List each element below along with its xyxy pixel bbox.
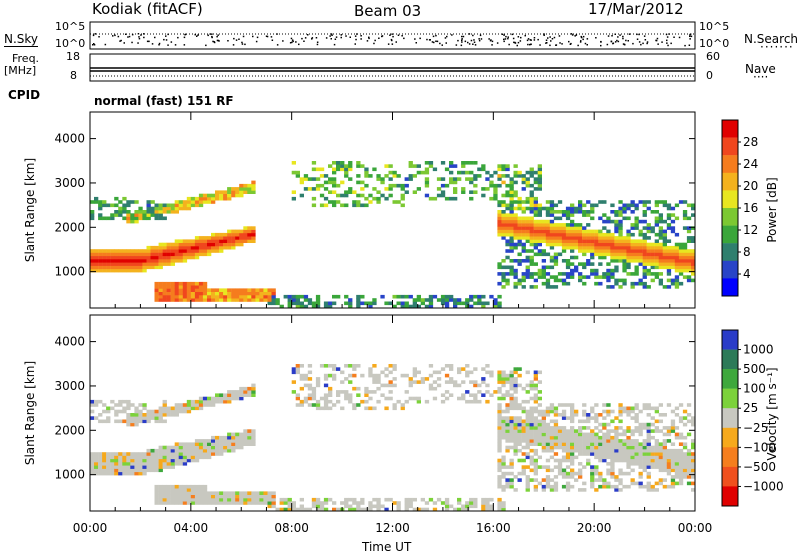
colorbar-segment [722, 486, 738, 507]
velocity-colorbar-label: Velocity [m s⁻¹] [765, 367, 779, 461]
velocity-colorbar-tick: −100 [743, 440, 776, 454]
nave-tick-top: 60 [706, 50, 720, 63]
time-axis-title: Time UT [362, 540, 412, 554]
colorbar-segment [722, 260, 738, 279]
velocity-colorbar-tick: −500 [743, 460, 776, 474]
colorbar-segment [722, 155, 738, 173]
range-tick-label: 3000 [54, 379, 85, 393]
colorbar-segment [722, 190, 738, 209]
time-tick-label: 16:00 [476, 521, 511, 535]
velocity-ylabel: Slant Range [km] [23, 360, 37, 466]
freq-unit-label: [MHz] [4, 64, 37, 77]
nsky-strip-frame [89, 21, 696, 50]
nave-dotted-key: ···· [753, 70, 769, 84]
range-tick-label: 2000 [54, 220, 85, 234]
power-ylabel: Slant Range [km] [23, 157, 37, 263]
velocity-colorbar-tick: 1000 [743, 343, 774, 357]
freq-strip-data [90, 67, 695, 77]
velocity-heatmap [90, 364, 696, 512]
freq-tick-bottom: 8 [70, 69, 77, 82]
beam-title: Beam 03 [354, 2, 422, 20]
nsearch-tick-top: 10^5 [699, 20, 730, 33]
nsky-label: N.Sky [4, 32, 39, 47]
cpid-value: normal (fast) 151 RF [94, 94, 234, 108]
nsearch-label: N.Search [744, 32, 799, 46]
velocity-colorbar-tick: 25 [743, 401, 758, 415]
time-tick-label: 08:00 [274, 521, 309, 535]
colorbar-segment [722, 408, 738, 428]
cpid-label: CPID [8, 88, 41, 102]
power-colorbar-label: Power [dB] [765, 177, 779, 243]
colorbar-segment [722, 369, 738, 389]
power-axes: 1000 2000 3000 4000 [54, 112, 696, 308]
time-axis-labels: 00:00 04:00 08:00 12:00 16:00 20:00 00:00 [73, 521, 713, 535]
nsky-tick-top: 10^5 [55, 20, 86, 33]
velocity-colorbar: 1000 500 100 25 −25 −100 −500 −1000 [721, 329, 784, 507]
colorbar-segment [722, 466, 738, 487]
date-title: 17/Mar/2012 [588, 0, 684, 18]
nsky-tick-bottom: 10^0 [55, 37, 86, 50]
power-colorbar-tick: 16 [743, 201, 758, 215]
colorbar-segment [722, 208, 738, 226]
time-tick-label: 00:00 [678, 521, 713, 535]
time-tick-label: 12:00 [375, 521, 410, 535]
time-tick-label: 04:00 [174, 521, 209, 535]
colorbar-segment [722, 120, 738, 138]
time-tick-label: 20:00 [577, 521, 612, 535]
colorbar-segment [722, 225, 738, 244]
colorbar-segment [722, 349, 738, 370]
velocity-axes: 1000 2000 3000 4000 [54, 315, 696, 511]
colorbar-segment [722, 427, 738, 448]
colorbar-segment [722, 447, 738, 468]
range-tick-label: 2000 [54, 423, 85, 437]
power-colorbar: 4 8 12 16 20 24 28 [721, 119, 758, 297]
power-colorbar-tick: 8 [743, 245, 751, 259]
colorbar-segment [722, 278, 738, 297]
velocity-colorbar-tick: −1000 [743, 479, 784, 493]
freq-label: Freq. [12, 52, 40, 65]
range-tick-label: 1000 [54, 468, 85, 482]
power-heatmap [90, 161, 696, 309]
colorbar-segment [722, 137, 738, 156]
nave-tick-bottom: 0 [706, 69, 713, 82]
nsearch-tick-bottom: 10^0 [699, 37, 730, 50]
range-tick-label: 4000 [54, 335, 85, 349]
colorbar-segment [722, 172, 738, 191]
velocity-colorbar-tick: 500 [743, 362, 766, 376]
nsearch-dotted-key: ······· [760, 40, 794, 54]
station-title: Kodiak (fitACF) [92, 0, 203, 18]
time-tick-label: 00:00 [73, 521, 108, 535]
power-colorbar-tick: 24 [743, 157, 758, 171]
power-colorbar-tick: 4 [743, 267, 751, 281]
velocity-colorbar-tick: −25 [743, 421, 768, 435]
colorbar-segment [722, 243, 738, 261]
range-tick-label: 1000 [54, 265, 85, 279]
velocity-colorbar-tick: 100 [743, 382, 766, 396]
freq-tick-top: 18 [66, 50, 80, 63]
nave-label: Nave [745, 62, 776, 76]
colorbar-segment [722, 330, 738, 350]
power-colorbar-tick: 12 [743, 223, 758, 237]
power-colorbar-tick: 20 [743, 179, 758, 193]
colorbar-segment [722, 388, 738, 409]
power-colorbar-tick: 28 [743, 135, 758, 149]
range-tick-label: 4000 [54, 132, 85, 146]
nsky-strip-data [90, 33, 695, 47]
range-tick-label: 3000 [54, 176, 85, 190]
